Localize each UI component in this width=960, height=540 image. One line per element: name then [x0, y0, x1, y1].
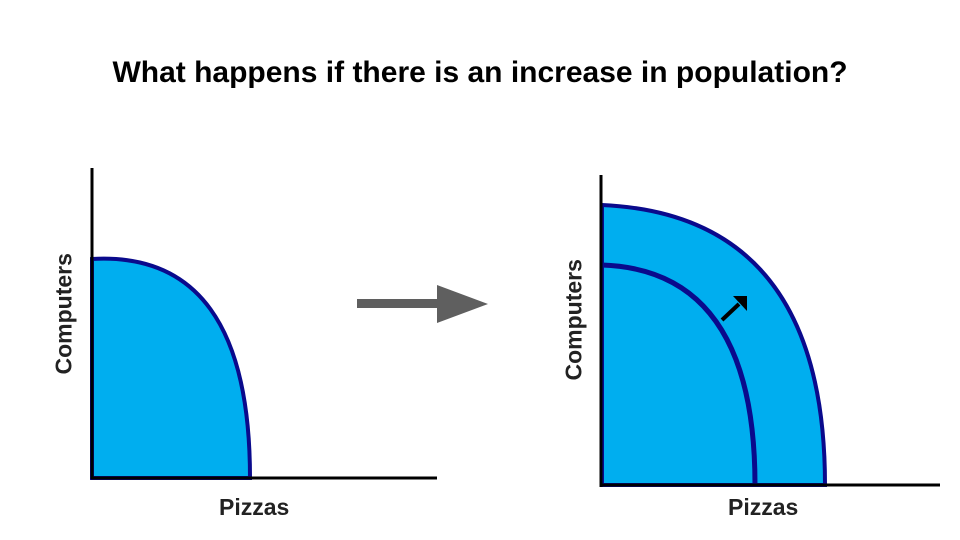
right-ppf-graph: [599, 175, 940, 487]
left-ppf-graph: [90, 168, 437, 480]
left-y-axis-label: Computers: [50, 253, 77, 375]
left-ppf-area: [90, 256, 253, 480]
outward-shift-arrow: [720, 296, 747, 322]
right-ppf-original-curve: [601, 262, 758, 486]
right-x-axis-label: Pizzas: [728, 494, 799, 520]
right-y-axis-label: Computers: [560, 259, 587, 381]
right-ppf-outer-area: [600, 202, 828, 487]
left-x-axis-label: Pizzas: [219, 494, 290, 520]
slide-title: What happens if there is an increase in …: [112, 56, 848, 89]
transition-arrow: [357, 285, 488, 323]
